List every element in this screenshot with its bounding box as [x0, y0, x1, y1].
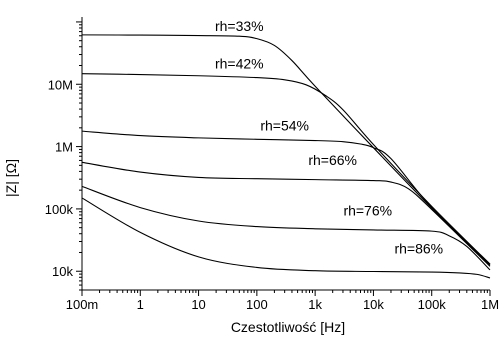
- series-line-6: [81, 197, 491, 279]
- series-line-5: [81, 185, 491, 271]
- x-axis-ticks: 100m 1 10 100 1k 10k 100k 1M: [66, 290, 499, 312]
- x-tick-label: 1k: [308, 297, 322, 312]
- series-line-2: [81, 73, 491, 265]
- y-tick-label: 1M: [55, 140, 73, 155]
- series-label-1: rh=33%: [215, 18, 264, 34]
- y-tick-label: 10M: [48, 77, 73, 92]
- series-line-1: [81, 34, 491, 266]
- y-axis-title: |Z| [Ω]: [3, 159, 19, 197]
- series-label-4: rh=66%: [308, 152, 357, 168]
- x-tick-label: 100: [246, 297, 268, 312]
- x-tick-label: 1: [137, 297, 144, 312]
- y-tick-label: 100k: [45, 202, 74, 217]
- x-tick-label: 1M: [481, 297, 499, 312]
- x-tick-label: 100k: [418, 297, 447, 312]
- x-tick-label: 100m: [66, 297, 99, 312]
- y-axis-ticks: 10k 100k 1M 10M: [45, 21, 82, 291]
- series-line-3: [81, 130, 491, 265]
- series-line-4: [81, 161, 491, 267]
- x-tick-label: 10: [191, 297, 205, 312]
- series-label-2: rh=42%: [215, 55, 264, 71]
- x-tick-label: 10k: [363, 297, 384, 312]
- series-curves: [81, 34, 491, 279]
- series-labels: rh=33% rh=42% rh=54% rh=66% rh=76% rh=86%: [215, 18, 443, 257]
- series-label-5: rh=76%: [343, 202, 392, 218]
- series-label-3: rh=54%: [260, 118, 309, 134]
- y-tick-label: 10k: [52, 264, 73, 279]
- series-label-6: rh=86%: [394, 241, 443, 257]
- x-axis-title: Czestotliwość [Hz]: [231, 319, 345, 335]
